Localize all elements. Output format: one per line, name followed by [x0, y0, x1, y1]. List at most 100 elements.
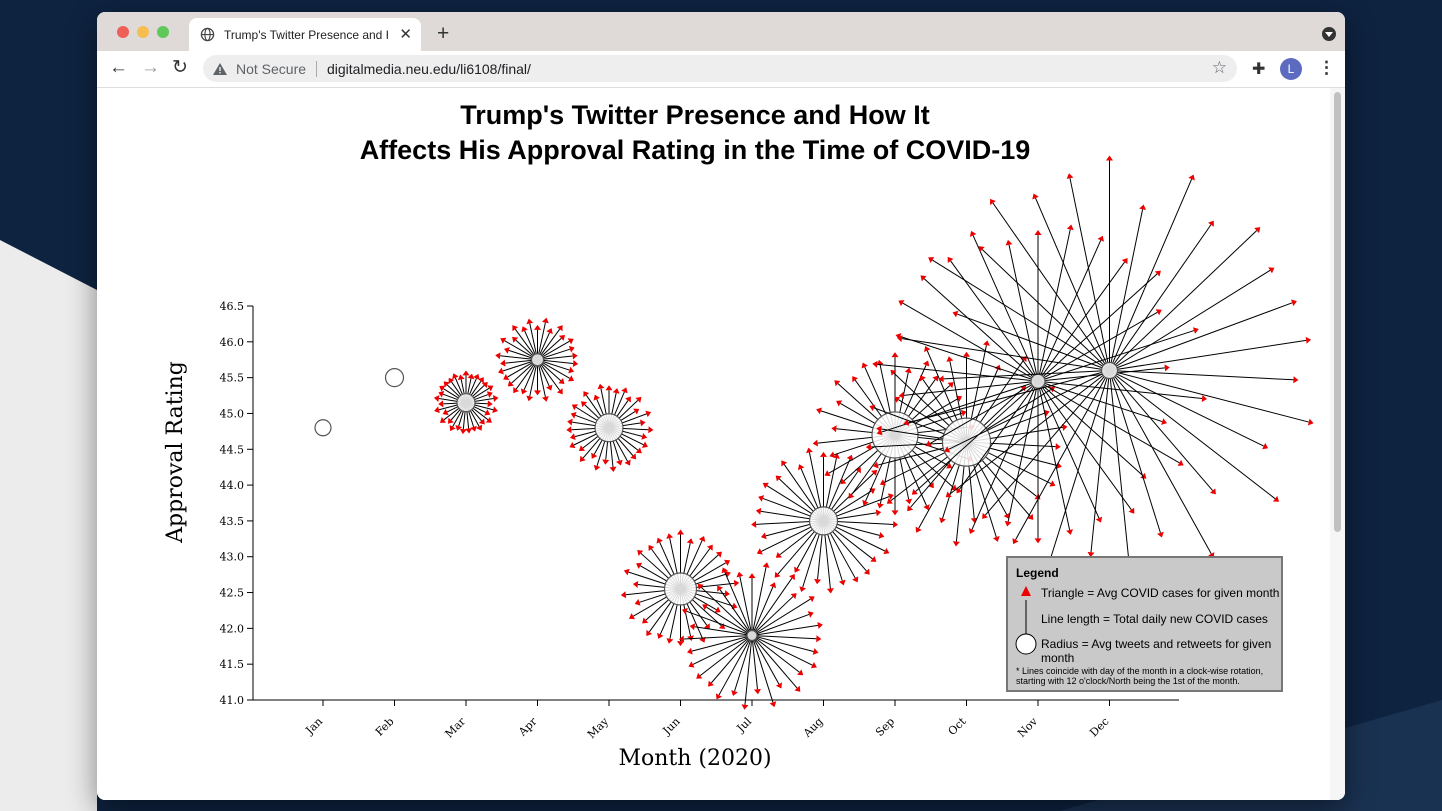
- covid-triangle: [898, 300, 905, 307]
- covid-triangle: [1268, 267, 1275, 274]
- spoke-line: [900, 336, 1039, 382]
- close-window-button[interactable]: [117, 26, 129, 38]
- covid-triangle: [911, 488, 918, 495]
- profile-avatar[interactable]: L: [1280, 58, 1302, 80]
- covid-triangle: [558, 378, 565, 384]
- covid-triangle: [487, 400, 493, 408]
- covid-triangle: [952, 541, 960, 547]
- covid-triangle: [968, 527, 976, 534]
- covid-triangle: [890, 369, 897, 376]
- close-tab-icon[interactable]: ✕: [399, 26, 412, 43]
- minimize-window-button[interactable]: [137, 26, 149, 38]
- spoke-line: [683, 635, 753, 640]
- scrollbar-thumb[interactable]: [1334, 92, 1341, 532]
- legend-circle-icon: [1015, 633, 1037, 655]
- address-bar[interactable]: Not Secure digitalmedia.neu.edu/li6108/f…: [203, 55, 1237, 82]
- covid-triangle: [634, 598, 641, 606]
- covid-triangle: [605, 385, 613, 391]
- covid-triangle: [495, 352, 501, 360]
- y-tick-label: 43.5: [220, 515, 245, 528]
- covid-triangle: [1034, 538, 1042, 544]
- covid-triangle: [696, 672, 703, 679]
- page-title-line-1: Trump's Twitter Presence and How It: [460, 100, 930, 130]
- spoke-line: [1109, 370, 1161, 533]
- covid-triangle: [504, 347, 510, 354]
- browser-menu-icon[interactable]: ⋮: [1318, 58, 1335, 77]
- covid-triangle: [982, 340, 990, 346]
- covid-triangle: [503, 374, 510, 381]
- covid-triangle: [947, 256, 954, 263]
- covid-triangle: [862, 499, 869, 506]
- covid-triangle: [640, 419, 646, 427]
- spoke-line: [739, 576, 753, 636]
- scrollbar[interactable]: [1330, 88, 1345, 800]
- covid-triangle: [534, 324, 541, 330]
- x-tick-label: Oct: [946, 715, 969, 738]
- covid-triangle: [714, 606, 721, 613]
- covid-triangle: [928, 257, 935, 264]
- spoke-line: [751, 635, 817, 640]
- covid-triangle: [834, 380, 841, 387]
- spoke-line: [1069, 178, 1110, 371]
- security-label[interactable]: Not Secure: [236, 61, 307, 77]
- spoke-line: [699, 635, 753, 677]
- covid-triangle: [1192, 327, 1199, 334]
- spoke-line: [1109, 224, 1212, 371]
- covid-triangle: [932, 375, 939, 382]
- covid-triangle: [642, 617, 649, 624]
- covid-triangle: [947, 382, 954, 389]
- maximize-window-button[interactable]: [157, 26, 169, 38]
- covid-triangle: [677, 529, 684, 535]
- browser-tab[interactable]: Trump's Twitter Presence and How It Affe…: [189, 18, 421, 51]
- tab-search-icon[interactable]: [1322, 27, 1336, 41]
- x-tick-label: Jan: [302, 715, 325, 738]
- covid-triangle: [457, 374, 465, 381]
- covid-triangle: [546, 328, 553, 335]
- bookmark-star-icon[interactable]: ☆: [1211, 58, 1227, 77]
- covid-triangle: [915, 526, 922, 533]
- covid-triangle: [681, 608, 688, 615]
- x-tick-label: May: [585, 714, 612, 741]
- covid-triangle: [687, 647, 693, 655]
- covid-triangle: [873, 461, 879, 469]
- covid-triangle: [1055, 443, 1061, 451]
- back-icon[interactable]: ←: [109, 57, 128, 78]
- covid-triangle: [1012, 538, 1019, 545]
- covid-triangle: [1049, 480, 1056, 487]
- y-tick-label: 42.0: [220, 622, 245, 635]
- covid-triangle: [452, 373, 459, 380]
- forward-icon[interactable]: →: [141, 57, 160, 78]
- covid-triangle: [903, 419, 910, 426]
- url-text[interactable]: digitalmedia.neu.edu/li6108/final/: [327, 61, 531, 77]
- x-tick-label: Nov: [1015, 714, 1041, 740]
- covid-triangle: [633, 408, 640, 415]
- covid-triangle: [840, 478, 847, 485]
- covid-triangle: [812, 439, 819, 447]
- covid-triangle: [1066, 529, 1074, 535]
- covid-triangle: [755, 507, 762, 515]
- covid-triangle: [1201, 394, 1208, 402]
- spoke-line: [1007, 381, 1039, 522]
- tab-title: Trump's Twitter Presence and How It Affe…: [224, 28, 388, 42]
- covid-triangle: [1106, 155, 1113, 161]
- covid-triangle: [924, 345, 931, 352]
- covid-triangle: [512, 325, 519, 332]
- reload-icon[interactable]: ↻: [172, 57, 188, 78]
- covid-triangle: [583, 391, 590, 398]
- covid-triangle: [1209, 488, 1216, 495]
- covid-triangle: [1066, 224, 1074, 231]
- y-tick-label: 41.0: [220, 694, 245, 707]
- covid-triangle: [869, 404, 876, 412]
- covid-triangle: [630, 453, 637, 460]
- spoke-line: [1109, 370, 1264, 447]
- page-content: 41.0 41.5 42.0 42.5 43.0 43.5 44.0 44.5 45.0 45.5…: [97, 88, 1345, 800]
- covid-triangle: [1154, 270, 1161, 277]
- extensions-icon[interactable]: ✚: [1252, 61, 1266, 78]
- covid-triangle: [572, 352, 578, 360]
- covid-triangle: [656, 537, 663, 544]
- new-tab-button[interactable]: +: [437, 22, 450, 45]
- covid-triangle: [927, 482, 934, 489]
- chart-legend: Legend Triangle = Avg COVID cases for gi…: [1006, 556, 1283, 692]
- covid-triangle: [762, 482, 769, 489]
- covid-triangle: [808, 596, 815, 603]
